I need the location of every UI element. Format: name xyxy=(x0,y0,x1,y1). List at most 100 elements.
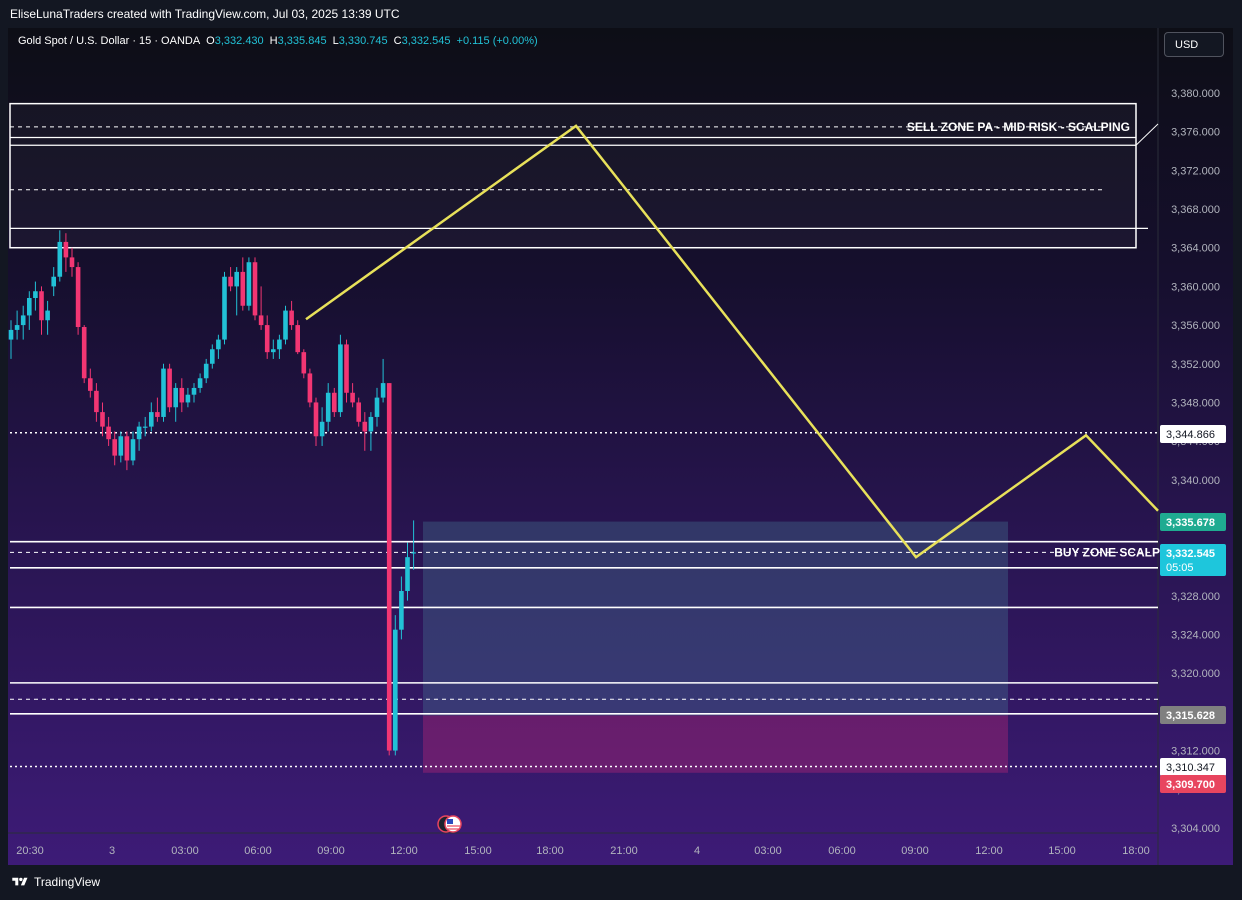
candle-body xyxy=(277,339,282,350)
symbol-description[interactable]: Gold Spot / U.S. Dollar · 15 · OANDA xyxy=(18,35,201,47)
candle-body xyxy=(368,416,374,432)
price-axis-tick: 3,364.000 xyxy=(1171,243,1220,255)
price-axis-label-text: 3,315.628 xyxy=(1166,710,1215,722)
low-label: L xyxy=(332,35,339,47)
candle-body xyxy=(57,241,63,277)
price-axis-tick: 3,360.000 xyxy=(1171,281,1220,293)
candle-body xyxy=(118,436,124,456)
price-chart[interactable]: SELL ZONE PA - MID RISK - SCALPING BUY ZO… xyxy=(8,28,1233,865)
open-label: O xyxy=(206,35,215,47)
candle-body xyxy=(63,241,69,258)
candle-body xyxy=(216,339,221,350)
time-axis-tick: 09:00 xyxy=(901,845,929,857)
candle-body xyxy=(27,298,32,316)
price-axis-label: 3,332.545 05:05 xyxy=(1160,544,1226,576)
time-axis-tick: 4 xyxy=(694,845,700,857)
candle-body xyxy=(246,262,252,306)
candle-body xyxy=(167,368,172,408)
attribution-text: EliseLunaTraders created with TradingVie… xyxy=(10,7,400,21)
candle-body xyxy=(39,291,44,321)
candle-body xyxy=(374,397,380,417)
price-axis-label-text: 3,309.700 xyxy=(1166,779,1215,791)
candle-body xyxy=(386,383,392,751)
high-value: 3,335.845 xyxy=(277,35,327,47)
price-axis-label-text: 3,310.347 xyxy=(1166,762,1215,774)
chart-pane[interactable]: SELL ZONE PA - MID RISK - SCALPING BUY ZO… xyxy=(8,28,1233,865)
candle-body xyxy=(69,257,75,268)
candle-body xyxy=(155,412,160,417)
ohlc-legend: Gold Spot / U.S. Dollar · 15 · OANDA O3,3… xyxy=(18,35,544,47)
candle-body xyxy=(313,402,319,437)
price-axis-label-bg xyxy=(1160,425,1226,443)
candle-body xyxy=(332,392,337,413)
candle-body xyxy=(185,394,191,403)
currency-button[interactable]: USD xyxy=(1164,32,1224,57)
candle-body xyxy=(319,421,325,437)
price-axis-tick: 3,376.000 xyxy=(1171,127,1220,139)
candle-body xyxy=(338,344,343,413)
open-value: 3,332.430 xyxy=(214,35,264,47)
projection-path-line xyxy=(305,124,1159,559)
bottom-bar: TradingView xyxy=(0,865,1242,900)
candle-body xyxy=(228,276,233,287)
time-axis-tick: 21:00 xyxy=(610,845,638,857)
time-axis-tick: 3 xyxy=(109,845,115,857)
time-axis-tick: 12:00 xyxy=(975,845,1003,857)
candle-body xyxy=(191,387,197,395)
price-axis-tick: 3,320.000 xyxy=(1171,668,1220,680)
price-axis-tick: 3,368.000 xyxy=(1171,204,1220,216)
price-axis-label-bg xyxy=(1160,706,1226,724)
price-axis-label-bg xyxy=(1160,758,1226,776)
candle-body xyxy=(301,352,307,374)
us-flag-event-icon xyxy=(437,815,462,833)
candle-body xyxy=(14,325,20,330)
candle-body xyxy=(8,329,14,340)
candle-body xyxy=(356,402,361,422)
price-axis-tick: 3,312.000 xyxy=(1171,746,1220,758)
price-axis-tick: 3,372.000 xyxy=(1171,165,1220,177)
time-axis-tick: 18:00 xyxy=(1122,845,1150,857)
candle-body xyxy=(252,262,258,316)
sell-zone-tail xyxy=(1135,123,1159,146)
time-axis-tick: 12:00 xyxy=(390,845,418,857)
price-axis-tick: 3,340.000 xyxy=(1171,475,1220,487)
candle-body xyxy=(51,276,56,287)
candle-body xyxy=(222,276,227,340)
candle-body xyxy=(75,267,81,328)
time-axis-tick: 15:00 xyxy=(1048,845,1076,857)
change-value: +0.115 (+0.00%) xyxy=(456,35,538,47)
price-axis-tick: 3,328.000 xyxy=(1171,591,1220,603)
price-axis-label-text: 3,344.866 xyxy=(1166,429,1215,441)
price-axis-tick: 3,352.000 xyxy=(1171,359,1220,371)
candle-body xyxy=(20,315,26,326)
candle-body xyxy=(307,373,313,403)
candle-body xyxy=(173,387,178,408)
price-axis-label-bg xyxy=(1160,775,1226,793)
candle-body xyxy=(362,421,368,432)
time-axis-tick: 06:00 xyxy=(244,845,272,857)
price-axis-label-countdown: 05:05 xyxy=(1166,562,1194,574)
time-axis-tick: 03:00 xyxy=(171,845,199,857)
time-axis-tick: 03:00 xyxy=(754,845,782,857)
candle-body xyxy=(203,363,209,379)
candle-body xyxy=(295,325,300,353)
long-position-stop-box xyxy=(423,715,1008,773)
candle-body xyxy=(405,557,410,592)
price-axis-label-text: 3,332.545 xyxy=(1166,548,1215,560)
long-position-target-box xyxy=(423,521,1008,716)
candle-body xyxy=(325,392,331,422)
candle-body xyxy=(234,271,239,287)
candle-body xyxy=(112,439,117,456)
tradingview-logo[interactable]: TradingView xyxy=(10,875,100,889)
price-axis-label: 3,309.700 xyxy=(1160,775,1226,793)
low-value: 3,330.745 xyxy=(338,35,388,47)
price-axis-tick: 3,356.000 xyxy=(1171,320,1220,332)
candle-body xyxy=(100,412,105,427)
candle-body xyxy=(350,392,355,403)
candle-body xyxy=(130,439,136,461)
price-axis-tick: 3,380.000 xyxy=(1171,88,1220,100)
time-axis-tick: 15:00 xyxy=(464,845,492,857)
candle-body xyxy=(88,378,93,391)
price-axis-label: 3,315.628 xyxy=(1160,706,1226,724)
high-label: H xyxy=(269,35,278,47)
